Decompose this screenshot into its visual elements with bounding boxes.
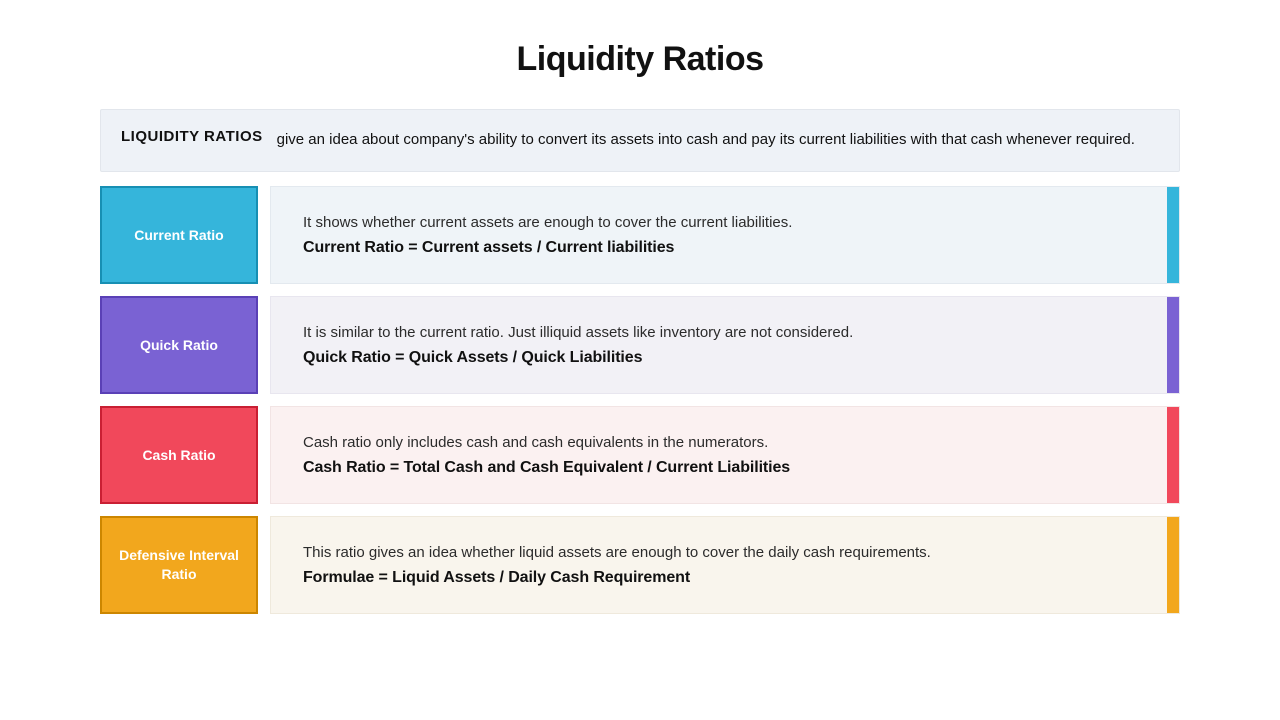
ratio-row: Defensive Interval Ratio This ratio gives… bbox=[100, 516, 1180, 614]
intro-label: LIQUIDITY RATIOS bbox=[121, 126, 263, 153]
intro-box: LIQUIDITY RATIOS give an idea about comp… bbox=[100, 109, 1180, 172]
ratio-panel: Cash ratio only includes cash and cash e… bbox=[270, 406, 1180, 504]
ratio-formula: Formulae = Liquid Assets / Daily Cash Re… bbox=[303, 569, 1147, 587]
ratio-description: It is similar to the current ratio. Just… bbox=[303, 324, 1147, 341]
ratio-stripe bbox=[1167, 187, 1179, 283]
ratio-tag: Defensive Interval Ratio bbox=[100, 516, 258, 614]
ratio-formula: Cash Ratio = Total Cash and Cash Equival… bbox=[303, 459, 1147, 477]
ratio-description: It shows whether current assets are enou… bbox=[303, 214, 1147, 231]
ratio-row: Quick Ratio It is similar to the current … bbox=[100, 296, 1180, 394]
page: Liquidity Ratios LIQUIDITY RATIOS give a… bbox=[0, 0, 1280, 614]
ratio-panel: It is similar to the current ratio. Just… bbox=[270, 296, 1180, 394]
page-title: Liquidity Ratios bbox=[100, 40, 1180, 79]
ratio-tag: Cash Ratio bbox=[100, 406, 258, 504]
ratio-stripe bbox=[1167, 517, 1179, 613]
ratio-row: Current Ratio It shows whether current as… bbox=[100, 186, 1180, 284]
ratio-panel: It shows whether current assets are enou… bbox=[270, 186, 1180, 284]
ratio-description: This ratio gives an idea whether liquid … bbox=[303, 544, 1147, 561]
ratio-stripe bbox=[1167, 407, 1179, 503]
ratio-formula: Current Ratio = Current assets / Current… bbox=[303, 239, 1147, 257]
ratio-rows: Current Ratio It shows whether current as… bbox=[100, 186, 1180, 614]
ratio-description: Cash ratio only includes cash and cash e… bbox=[303, 434, 1147, 451]
intro-text: give an idea about company's ability to … bbox=[277, 126, 1135, 153]
ratio-tag: Quick Ratio bbox=[100, 296, 258, 394]
ratio-stripe bbox=[1167, 297, 1179, 393]
ratio-formula: Quick Ratio = Quick Assets / Quick Liabi… bbox=[303, 349, 1147, 367]
ratio-row: Cash Ratio Cash ratio only includes cash … bbox=[100, 406, 1180, 504]
ratio-panel: This ratio gives an idea whether liquid … bbox=[270, 516, 1180, 614]
ratio-tag: Current Ratio bbox=[100, 186, 258, 284]
